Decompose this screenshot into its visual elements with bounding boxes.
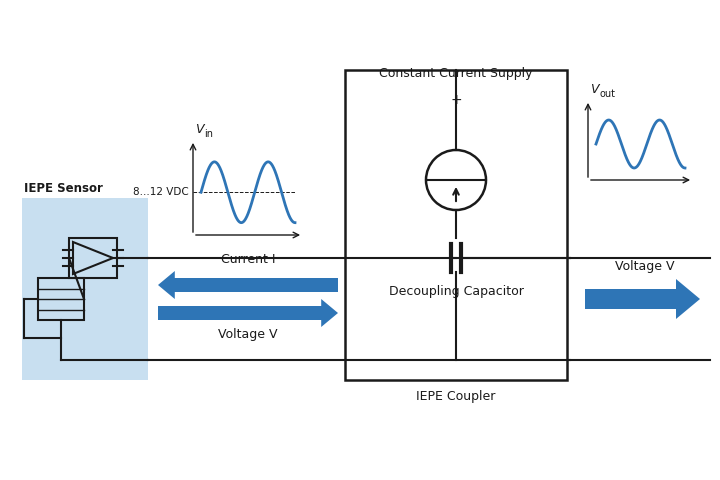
Text: in: in	[204, 129, 213, 139]
Polygon shape	[158, 299, 338, 327]
Text: Constant Current Supply: Constant Current Supply	[379, 67, 533, 80]
Text: Decoupling Capacitor: Decoupling Capacitor	[389, 285, 523, 298]
Text: Current I: Current I	[221, 253, 275, 266]
Text: IEPE Coupler: IEPE Coupler	[416, 390, 495, 403]
Bar	[345, 70, 567, 380]
Bar	[38, 278, 84, 320]
Bar	[69, 238, 117, 278]
Text: IEPE Sensor: IEPE Sensor	[24, 182, 103, 195]
Text: V: V	[590, 83, 598, 96]
Text: out: out	[599, 89, 615, 99]
Polygon shape	[585, 279, 700, 319]
Text: Voltage V: Voltage V	[616, 260, 675, 273]
Text: +: +	[450, 93, 462, 107]
Text: 8...12 VDC: 8...12 VDC	[133, 187, 189, 197]
Polygon shape	[158, 271, 338, 299]
Bar	[22, 198, 148, 380]
Text: Voltage V: Voltage V	[218, 328, 278, 341]
Text: V: V	[195, 123, 204, 136]
